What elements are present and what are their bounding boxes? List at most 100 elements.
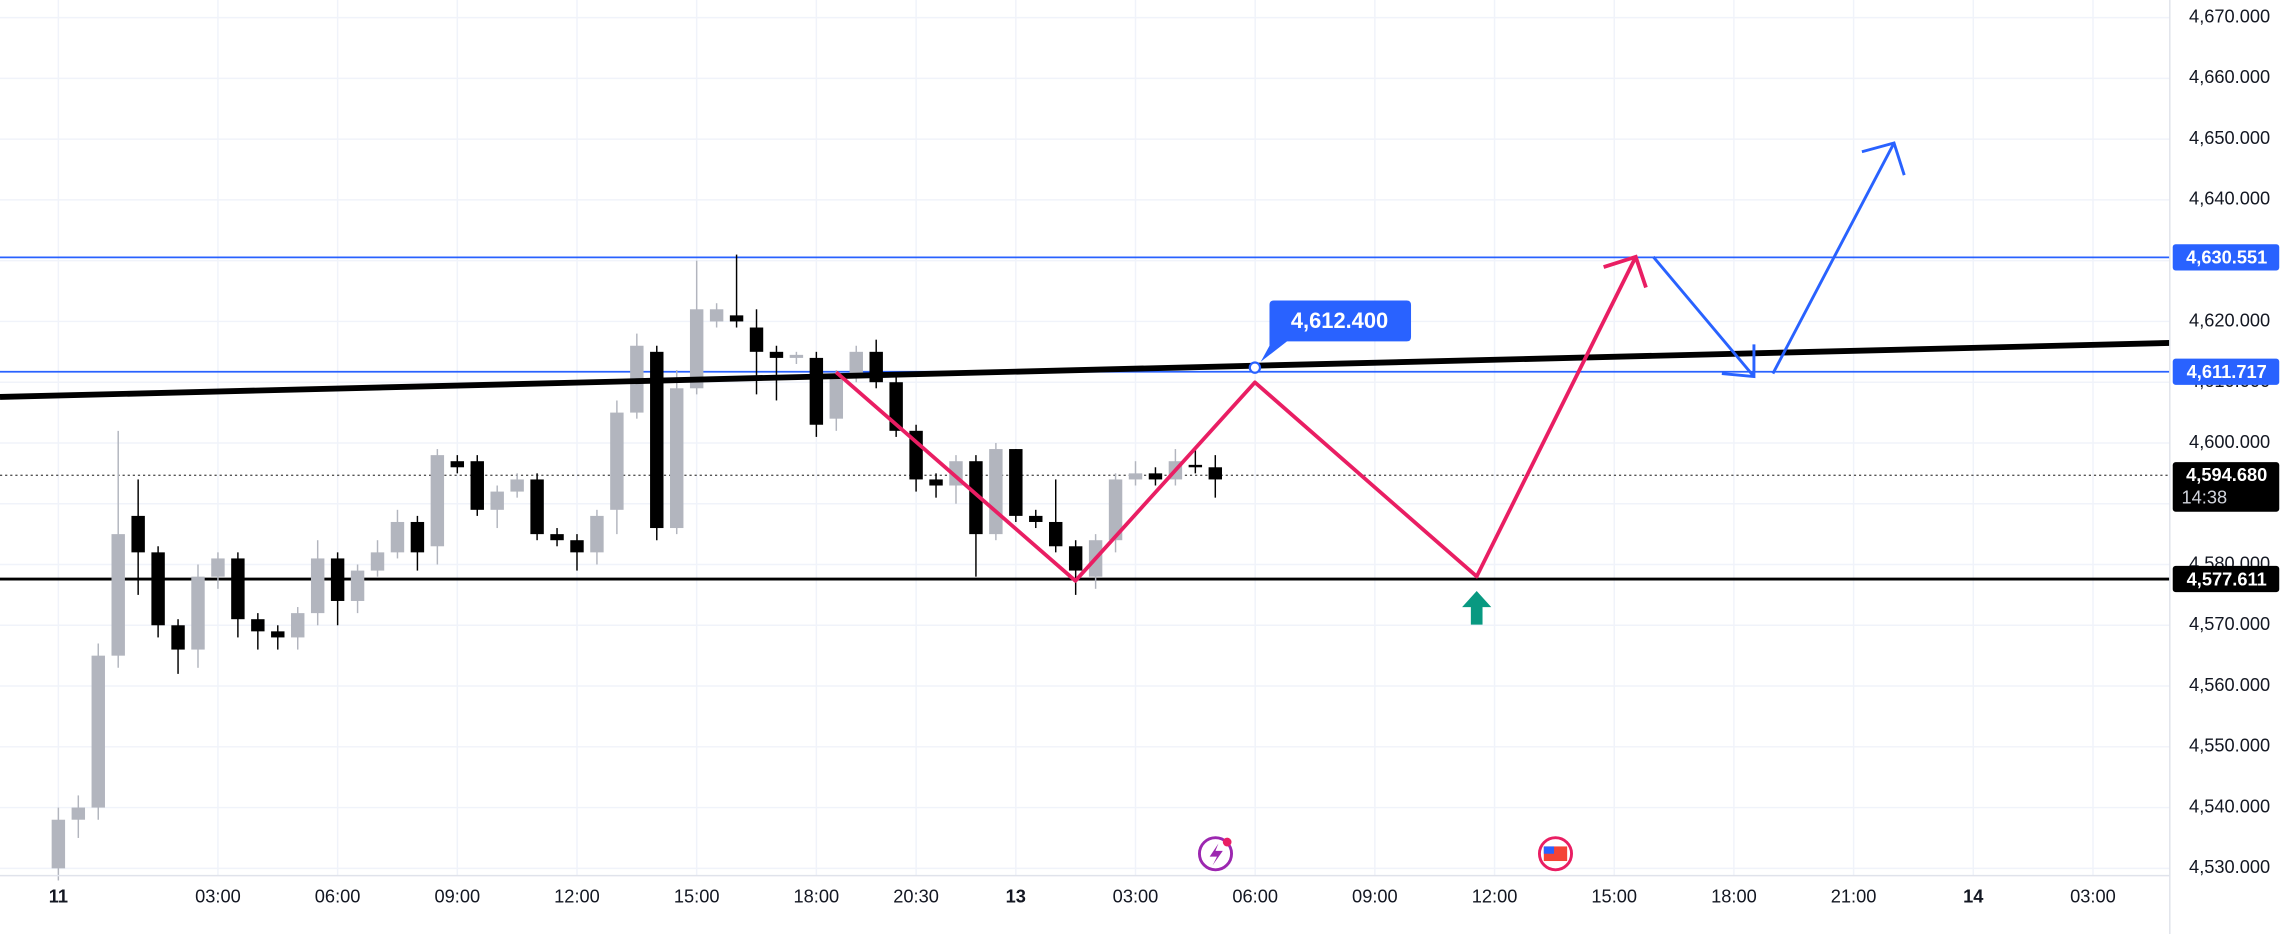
candle-body [1068,546,1083,571]
candle-body [310,558,325,614]
y-tick-label: 4,550.000 [2189,735,2270,756]
x-tick-label: 06:00 [315,885,361,906]
y-tick-label: 4,600.000 [2189,431,2270,452]
x-tick-label: 15:00 [674,885,720,906]
blue-arrowhead [1861,141,1906,176]
event-dot [1222,837,1232,847]
price-line-label: 4,577.611 [2187,568,2267,589]
y-tick-label: 4,560.000 [2189,674,2270,695]
candle-body [570,540,584,553]
x-tick-label: 14 [1963,885,1984,906]
labels: 4,630.551 4,611.717 4,577.611 4,594.68014:3… [1248,244,2280,593]
candle-body [111,534,125,656]
x-tick-label: 18:00 [794,885,840,906]
y-tick-label: 4,620.000 [2189,309,2270,330]
candle-body [490,491,504,510]
candle-body [969,461,983,535]
y-tick-label: 4,660.000 [2189,66,2270,87]
x-tick-label: 03:00 [1113,885,1159,906]
candle-body [390,521,405,553]
candles [51,254,1223,881]
x-tick-label: 11 [49,885,68,906]
candle-body [71,807,86,820]
candle-body [191,576,205,650]
y-tick-label: 4,540.000 [2189,795,2270,816]
blue-path [1652,255,1756,378]
x-tick-label: 12:00 [554,885,600,906]
blue-path [1771,142,1896,375]
candle-body [1188,464,1203,468]
blue-arrowhead [1721,344,1756,379]
candle-body [1208,467,1223,480]
candle-body [989,449,1003,535]
x-tick-label: 12:00 [1472,885,1518,906]
candle-body [729,315,744,322]
candle-body [610,412,624,510]
candle-body [211,558,225,577]
candle-body [370,552,385,571]
x-tick-label: 13 [1006,885,1026,906]
y-tick-label: 4,650.000 [2189,127,2270,148]
flag-canton [1543,846,1555,854]
candle-body [689,309,704,389]
candle-body [1009,449,1023,516]
candle-body [291,613,305,638]
candle-body [829,376,844,419]
candle-body [131,515,145,553]
candle-body [889,382,903,431]
y-tick-label: 4,640.000 [2189,188,2270,209]
lightning-icon [1209,843,1223,866]
x-tick-label: 18:00 [1711,885,1757,906]
candle-body [769,351,784,358]
candle-body [749,327,764,352]
candle-body [650,351,664,529]
candle-body [670,388,684,529]
y-tick-label: 4,530.000 [2189,856,2270,877]
candle-body [809,357,824,425]
callout-anchor [1248,361,1262,374]
candle-body [350,570,365,601]
candle-body [1108,479,1123,541]
last-price-box [2172,462,2280,512]
price-line-label-box [2172,565,2280,593]
candle-body [91,655,105,808]
price-line-label: 4,611.717 [2187,361,2267,382]
x-tick-label: 09:00 [434,885,480,906]
pink-path [834,256,1638,583]
price-line-label-box [2172,244,2280,271]
candle-body [171,625,185,650]
candle-body [530,479,544,535]
candle-body [1029,515,1043,522]
candle-body [590,515,604,553]
candle-body [231,558,245,620]
candle-body [550,534,564,541]
x-tick-label: 06:00 [1232,885,1278,906]
candle-body [1049,521,1063,547]
candle-body [709,309,724,322]
y-tick-label: 4,570.000 [2189,613,2270,634]
candle-body [151,552,165,626]
grid [0,0,2170,876]
green-arrow [1462,591,1492,625]
last-price-label: 4,594.680 [2186,464,2267,485]
y-tick-label: 4,670.000 [2189,5,2270,26]
trend-line [0,340,2170,400]
candle-body [330,558,345,601]
candle-body [450,461,465,468]
callout-box [1260,300,1412,362]
candle-body [789,354,804,358]
candle-body [849,351,863,377]
candle-body [410,521,425,553]
callout-label: 4,612.400 [1291,308,1388,333]
candle-body [271,631,285,638]
price-line-label-box [2172,358,2280,385]
x-tick-label: 20:30 [893,885,939,906]
candle-body [51,819,66,869]
x-tick-label: 03:00 [2070,885,2116,906]
countdown-label: 14:38 [2181,486,2227,507]
x-tick-label: 03:00 [195,885,241,906]
candle-body [430,455,445,547]
